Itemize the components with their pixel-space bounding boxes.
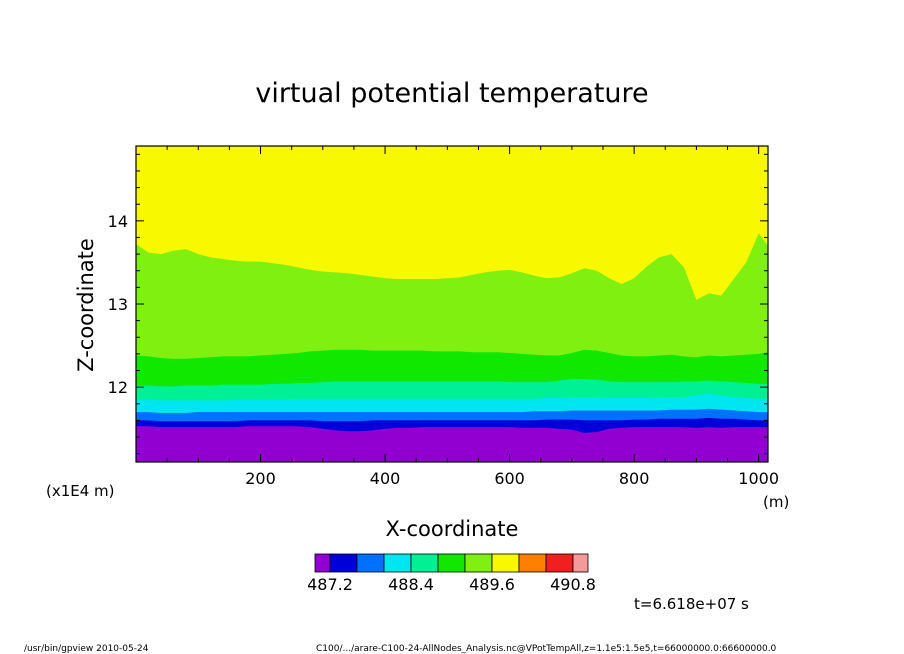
x-tick-label: 400 (370, 469, 401, 488)
y-tick-label: 13 (108, 295, 128, 314)
colorbar-swatch (314, 553, 331, 573)
colorbar-swatch (518, 553, 547, 573)
x-axis-label: X-coordinate (386, 517, 519, 541)
colorbar-swatch (464, 553, 493, 573)
plot-area (136, 146, 768, 462)
colorbar: 487.2 488.4 489.6 490.8 (307, 553, 596, 594)
colorbar-label: 487.2 (307, 575, 353, 594)
footer-right: C100/.../arare-C100-24-AllNodes_Analysis… (316, 644, 777, 654)
x-axis: 200 400 600 800 1000 (166, 146, 779, 488)
x-unit-label: (m) (763, 493, 789, 511)
colorbar-swatch (329, 553, 358, 573)
colorbar-swatch (410, 553, 439, 573)
y-scale-note: (x1E4 m) (46, 482, 115, 500)
colorbar-swatch (491, 553, 520, 573)
colorbar-swatch (356, 553, 385, 573)
colorbar-swatch (383, 553, 412, 573)
y-tick-label: 14 (108, 212, 128, 231)
footer-left: /usr/bin/gpview 2010-05-24 (24, 644, 149, 654)
colorbar-label: 488.4 (388, 575, 434, 594)
y-tick-label: 12 (108, 378, 128, 397)
y-axis-label: Z-coordinate (74, 238, 98, 372)
contour-band-0 (136, 426, 768, 462)
x-tick-label: 1000 (738, 469, 779, 488)
x-tick-label: 600 (494, 469, 525, 488)
chart-title: virtual potential temperature (255, 78, 648, 109)
time-label: t=6.618e+07 s (634, 595, 749, 613)
colorbar-swatch (437, 553, 466, 573)
x-tick-label: 800 (619, 469, 650, 488)
x-tick-label: 200 (245, 469, 276, 488)
colorbar-swatch (545, 553, 574, 573)
y-axis: 12 13 14 (108, 153, 768, 455)
colorbar-swatch (572, 553, 589, 573)
colorbar-label: 489.6 (469, 575, 515, 594)
colorbar-label: 490.8 (550, 575, 596, 594)
